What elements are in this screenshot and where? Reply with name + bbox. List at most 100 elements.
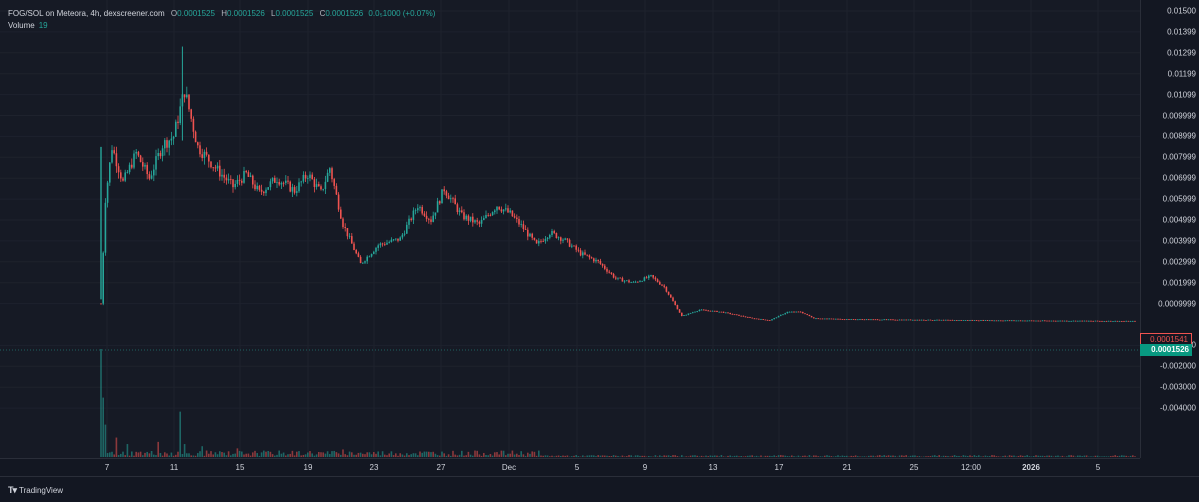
candle-body: [1073, 321, 1075, 322]
volume-bar: [127, 444, 129, 457]
volume-bar: [1084, 456, 1086, 457]
candle-body: [652, 275, 654, 278]
candle-body: [384, 244, 386, 245]
volume-bar: [611, 456, 613, 457]
volume-bar: [296, 452, 298, 457]
volume-bar: [817, 456, 819, 457]
volume-bar: [197, 453, 199, 457]
candle-body: [833, 319, 835, 320]
chart-area[interactable]: FOG/SOL on Meteora, 4h, dexscreener.com …: [0, 0, 1140, 458]
candle-body: [859, 319, 861, 320]
volume-bar: [498, 454, 500, 457]
candle-body: [773, 318, 775, 319]
candle-body: [943, 320, 945, 321]
volume-bar: [206, 451, 208, 457]
volume-bar: [254, 451, 256, 457]
candle-body: [646, 277, 648, 278]
volume-bar: [969, 455, 971, 457]
candle-body: [996, 320, 998, 321]
candle-body: [347, 228, 349, 236]
volume-bar: [386, 455, 388, 457]
price-tick-label: 0.001999: [1163, 278, 1196, 287]
candle-body: [1048, 321, 1050, 322]
candle-body: [839, 319, 841, 320]
volume-bar: [987, 456, 989, 457]
candlestick-chart[interactable]: [0, 0, 1140, 458]
candle-body: [1106, 321, 1108, 322]
volume-bar: [626, 456, 628, 457]
candle-body: [718, 312, 720, 313]
candle-body: [837, 319, 839, 320]
candle-body: [993, 320, 995, 321]
volume-bar: [773, 455, 775, 457]
footer: T▾ TradingView: [0, 476, 1199, 502]
volume-bar: [769, 456, 771, 457]
volume-bar: [573, 456, 575, 457]
volume-bar: [199, 451, 201, 457]
candle-body: [701, 310, 703, 311]
tradingview-logo[interactable]: T▾ TradingView: [8, 485, 63, 496]
volume-bar: [371, 454, 373, 457]
volume-bar: [221, 452, 223, 457]
candle-body: [567, 238, 569, 239]
candle-body: [608, 272, 610, 273]
candle-body: [936, 320, 938, 321]
volume-bar: [558, 456, 560, 457]
candle-body: [756, 318, 758, 319]
candle-body: [296, 191, 298, 193]
volume-bar: [740, 456, 742, 457]
volume-bar: [1044, 456, 1046, 457]
volume-bar: [432, 452, 434, 457]
volume-bar: [789, 456, 791, 457]
candle-body: [457, 204, 459, 212]
volume-bar: [237, 448, 239, 457]
volume-bar: [1132, 455, 1134, 457]
candle-body: [494, 210, 496, 212]
volume-bar: [910, 456, 912, 457]
volume-bar: [201, 446, 203, 457]
candle-body: [179, 106, 181, 123]
candle-body: [784, 313, 786, 314]
volume-bar: [129, 456, 131, 457]
volume-bar: [140, 452, 142, 457]
volume-bar: [886, 456, 888, 457]
candle-body: [604, 266, 606, 269]
volume-bar: [1046, 456, 1048, 457]
volume-bar: [399, 453, 401, 457]
volume-bar: [945, 456, 947, 457]
volume-bar: [424, 452, 426, 457]
volume-bar: [298, 451, 300, 457]
volume-bar: [831, 456, 833, 457]
volume-bar: [892, 456, 894, 457]
candle-body: [421, 207, 423, 213]
candle-body: [441, 189, 443, 203]
candle-body: [569, 240, 571, 247]
volume-bar: [388, 453, 390, 457]
volume-bar: [314, 456, 316, 457]
candle-body: [272, 178, 274, 181]
candle-body: [201, 154, 203, 158]
candle-body: [1103, 321, 1105, 322]
volume-bar: [109, 452, 111, 457]
volume-bar: [729, 455, 731, 457]
candle-body: [1024, 321, 1026, 322]
volume-bar: [833, 456, 835, 457]
candle-body: [811, 316, 813, 317]
candle-body: [780, 315, 782, 316]
volume-bar: [591, 455, 593, 457]
candle-body: [771, 319, 773, 320]
candle-body: [734, 314, 736, 315]
volume-bar: [527, 453, 529, 457]
volume-bar: [564, 456, 566, 457]
volume-bar: [1108, 456, 1110, 457]
candle-body: [602, 264, 604, 266]
volume-bar: [736, 456, 738, 457]
candle-body: [217, 166, 219, 169]
volume-bar: [523, 454, 525, 457]
volume-bar: [800, 456, 802, 457]
candle-body: [650, 275, 652, 276]
candle-body: [1110, 321, 1112, 322]
volume-bar: [393, 455, 395, 457]
